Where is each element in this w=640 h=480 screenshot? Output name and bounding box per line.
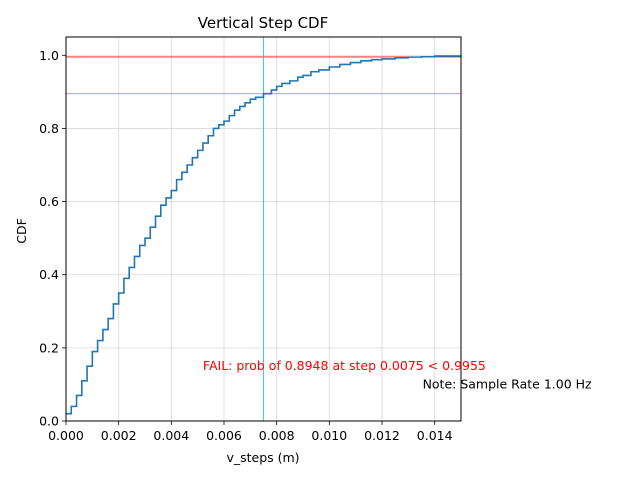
x-tick-label: 0.010	[311, 428, 347, 443]
series-layer	[66, 55, 462, 415]
x-tick-label: 0.014	[417, 428, 453, 443]
y-tick-label: 0.2	[39, 340, 59, 355]
x-tick-label: 0.000	[48, 428, 84, 443]
y-axis-label: CDF	[14, 218, 29, 244]
y-tick-label: 0.4	[39, 267, 59, 282]
y-tick-label: 0.6	[39, 194, 59, 209]
plot-frame	[65, 36, 462, 422]
cdf-series-line	[66, 55, 462, 415]
y-tick-label: 1.0	[39, 48, 59, 63]
x-axis-label: v_steps (m)	[226, 450, 299, 465]
y-tick-label: 0.0	[39, 414, 59, 429]
x-tick-label: 0.006	[206, 428, 242, 443]
y-tick-label: 0.8	[39, 121, 59, 136]
chart-title: Vertical Step CDF	[198, 14, 329, 32]
x-tick-label: 0.012	[364, 428, 400, 443]
x-tick-label: 0.008	[259, 428, 295, 443]
x-tick-label: 0.004	[153, 428, 189, 443]
fail-annotation: FAIL: prob of 0.8948 at step 0.0075 < 0.…	[203, 358, 486, 373]
x-tick-label: 0.002	[101, 428, 137, 443]
tick-layer: 0.000 0.002 0.004 0.006 0.008 0.010 0.012 0.014…	[39, 48, 452, 443]
sample-rate-note: Note: Sample Rate 1.00 Hz	[423, 376, 592, 391]
